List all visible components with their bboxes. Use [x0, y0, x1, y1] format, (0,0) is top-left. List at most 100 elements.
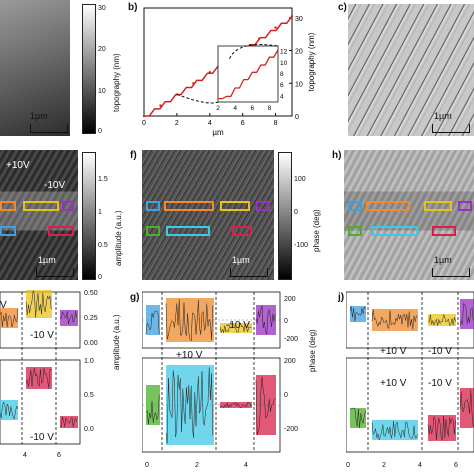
scale-bar-left-label: 1µm — [38, 255, 56, 265]
j-x-tick: 6 — [454, 462, 458, 469]
j-top-orange-trace — [371, 309, 418, 330]
y-tick-label: 30 — [295, 16, 303, 23]
roi-box-cyan-f — [166, 226, 210, 236]
phase-cbar-tick: -100 — [294, 242, 309, 249]
g-x-tick: 2 — [195, 462, 199, 469]
g-x-tick: 0 — [145, 462, 149, 469]
inset-frame — [217, 45, 279, 103]
scale-bar-c-label: 1µm — [434, 111, 452, 121]
roi-box-yellow-f — [220, 201, 250, 211]
left-bot-tick: 1.0 — [84, 358, 94, 365]
left-bot-tick: 0.0 — [84, 426, 94, 433]
x-axis-label: µm — [212, 128, 224, 137]
roi-box-yellow-h — [424, 201, 452, 211]
g-x-tick: 4 — [244, 462, 248, 469]
amplitude-profile-left — [0, 290, 81, 445]
phase-image-h — [344, 150, 474, 280]
y-axis-label: topography (nm) — [307, 32, 316, 91]
left-bot-tick: 0.5 — [84, 392, 94, 399]
amplitude-cbar-tick: 1.5 — [98, 176, 108, 183]
scale-bar-h — [432, 268, 470, 277]
topography-cbar-tick: 20 — [98, 46, 106, 53]
data-point — [290, 14, 294, 18]
j-bot-red2-trace — [459, 389, 474, 427]
j-minus10-bot: -10 V — [428, 378, 452, 389]
j-minus10-top: -10 V — [428, 346, 452, 357]
inset-connector-bottom — [176, 93, 219, 104]
phase-stripes-image — [348, 4, 474, 136]
roi-box-red-f — [232, 226, 252, 236]
scale-bar-a-label: 1µm — [30, 111, 48, 121]
data-point — [159, 104, 162, 107]
roi-box-blue-f — [146, 201, 160, 211]
j-bot-red-trace — [427, 415, 456, 442]
g-minus10-top: -10 V — [226, 320, 250, 331]
annotation-minus10: -10V — [44, 180, 66, 191]
topography-cbar-tick: 0 — [98, 128, 102, 135]
g-top-blue-band — [146, 305, 160, 335]
inset-y-tick-label: 6 — [280, 82, 284, 89]
roi-box-orange — [0, 201, 16, 211]
inset-series-line — [218, 49, 279, 100]
j-x-tick: 0 — [346, 462, 350, 469]
y-tick-label: 0 — [295, 114, 299, 121]
left-top-yellow-band — [26, 290, 52, 318]
g-right-tick: -200 — [284, 336, 299, 343]
inset-y-tick-label: 4 — [280, 93, 284, 100]
data-point — [142, 114, 146, 118]
roi-box-purple-f — [256, 201, 270, 211]
inset-y-tick-label: 12 — [280, 49, 288, 56]
g-top-blue-trace — [145, 310, 160, 335]
g-right-tick: 200 — [284, 358, 296, 365]
inset-y-tick-label: 8 — [280, 71, 284, 78]
left-minus10-bot: -10 V — [30, 432, 54, 443]
left-top-orange-trace — [0, 308, 19, 328]
g-top-purple-band — [256, 305, 276, 335]
left-bot-red-trace — [25, 368, 52, 389]
panel-label-b: b) — [128, 2, 138, 13]
left-bot-red2-trace — [59, 416, 78, 428]
roi-box-orange-h — [366, 201, 410, 211]
x-tick-label: 8 — [274, 120, 278, 127]
g-top-orange-trace — [165, 299, 214, 342]
g-top-yellow-trace — [219, 322, 252, 334]
topography-colorbar — [82, 4, 96, 134]
phase-profile-j — [346, 291, 474, 453]
y-tick-label: 20 — [295, 49, 303, 56]
annotation-plus10: +10V — [6, 160, 30, 171]
g-right-tick: 0 — [284, 318, 288, 325]
j-bot-green-trace — [349, 407, 366, 428]
scale-bar-h-label: 1µm — [434, 255, 452, 265]
x-tick-label: 0 — [142, 120, 146, 127]
left-bot-blue-trace — [0, 401, 19, 420]
x-tick-label: 2 — [175, 120, 179, 127]
data-point — [208, 70, 211, 74]
left-ylabel: amplitude (a.u.) — [112, 314, 121, 370]
scale-bar-left — [36, 268, 74, 277]
roi-box-orange-f — [164, 201, 214, 211]
panel-label-g: g) — [130, 292, 140, 303]
roi-box-cyan-h — [372, 226, 418, 236]
g-top-yellow-band — [220, 323, 252, 333]
left-x-tick: 6 — [57, 452, 61, 459]
panel-label-f: f) — [130, 150, 137, 161]
left-minus10-top: -10 V — [30, 330, 54, 341]
left-plus10: V — [0, 300, 7, 311]
left-top-orange-band — [0, 308, 18, 328]
scale-bar-a — [30, 124, 68, 133]
roi-box-yellow — [23, 201, 59, 211]
amplitude-cbar-tick: 0 — [98, 274, 102, 281]
j-bot-cyan-trace — [371, 421, 418, 440]
topography-image — [0, 0, 70, 136]
inset-connector-top — [229, 44, 279, 59]
scale-bar-c — [432, 124, 470, 133]
topography-cbar-tick: 10 — [98, 88, 106, 95]
left-top-tick: 0.00 — [84, 340, 98, 347]
phase-colorbar — [278, 152, 292, 280]
left-top-tick: 0.25 — [84, 315, 98, 322]
inset-x-tick-label: 8 — [268, 105, 272, 112]
data-point — [192, 82, 195, 85]
j-top-orange-band — [372, 309, 418, 331]
g-top-purple-trace — [255, 305, 276, 335]
chart-frame — [143, 7, 293, 117]
